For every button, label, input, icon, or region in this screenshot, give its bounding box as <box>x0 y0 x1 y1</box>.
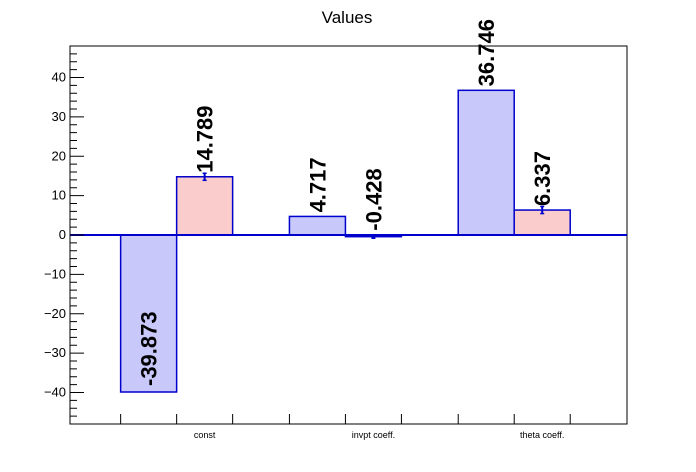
y-tick-label: −20 <box>44 306 66 321</box>
y-tick-label: 0 <box>59 227 66 242</box>
y-tick-label: 20 <box>52 148 66 163</box>
data-label: 14.789 <box>193 105 218 172</box>
axis-layer: −40 −30 −20 −10 0 10 20 30 40 const invpt coeff. th… <box>44 45 627 440</box>
y-tick-label: −30 <box>44 345 66 360</box>
y-tick-label: −40 <box>44 385 66 400</box>
bars-layer <box>119 89 571 393</box>
x-category-label: invpt coeff. <box>352 430 395 440</box>
bar-const-s2 <box>175 176 234 236</box>
chart-title: Values <box>322 8 373 27</box>
y-tick-label: 10 <box>52 188 66 203</box>
data-label: -39.873 <box>137 311 162 386</box>
data-label: 6.337 <box>530 151 555 206</box>
y-tick-label: −10 <box>44 266 66 281</box>
bar-invpt-coeff--s1 <box>288 215 347 236</box>
labels-layer: -39.873 14.789 4.717 -0.428 36.746 6.337 <box>137 19 556 386</box>
data-label: 4.717 <box>305 157 330 212</box>
bar-theta-coeff--s1 <box>457 89 515 236</box>
data-label: 36.746 <box>474 19 499 86</box>
y-tick-label: 40 <box>52 70 66 85</box>
data-label: -0.428 <box>361 168 386 230</box>
x-category-label: theta coeff. <box>520 430 564 440</box>
y-tick-label: 30 <box>52 109 66 124</box>
x-category-label: const <box>194 430 216 440</box>
